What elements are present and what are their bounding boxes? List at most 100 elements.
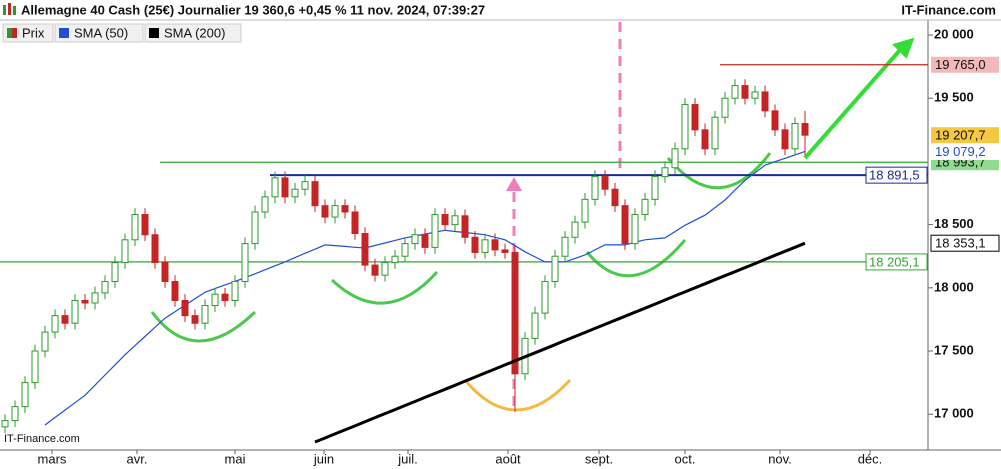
candle-body bbox=[721, 97, 729, 118]
last-value-box bbox=[930, 234, 1000, 252]
trend-arrow bbox=[803, 48, 902, 160]
candle-body bbox=[331, 205, 339, 218]
candle-body bbox=[251, 211, 259, 245]
candle-body bbox=[81, 299, 89, 304]
candle-body bbox=[291, 188, 299, 198]
candle-body bbox=[441, 214, 449, 226]
candle-body bbox=[171, 281, 179, 301]
candle-body bbox=[1, 420, 9, 428]
candle-body bbox=[711, 116, 719, 150]
candle-body bbox=[361, 232, 369, 266]
y-tick-label: 17 500 bbox=[934, 342, 974, 357]
last-price-box bbox=[931, 127, 999, 144]
candle-body bbox=[751, 91, 759, 99]
candle-body bbox=[601, 176, 609, 190]
legend-swatch bbox=[149, 28, 159, 38]
legend-box bbox=[54, 23, 144, 43]
pattern-arc bbox=[666, 152, 772, 190]
candle-body bbox=[381, 262, 389, 276]
candle-body bbox=[671, 148, 679, 169]
x-tick-label: mars bbox=[38, 451, 67, 466]
y-tick-label: 18 500 bbox=[934, 216, 974, 231]
y-tick-label: 19 500 bbox=[934, 90, 974, 105]
x-tick-label: août bbox=[495, 451, 521, 466]
chart-title: Allemagne 40 Cash (25€) Journalier 19 36… bbox=[21, 2, 485, 17]
candle-body bbox=[341, 205, 349, 213]
arrow-head bbox=[892, 37, 915, 59]
candle-body bbox=[641, 198, 649, 216]
candle-body bbox=[531, 312, 539, 339]
candle-body bbox=[61, 315, 69, 324]
candle-body bbox=[591, 176, 599, 200]
level-label: 18 205,1 bbox=[869, 254, 920, 269]
x-tick-label: oct. bbox=[675, 451, 696, 466]
legend-swatch bbox=[59, 28, 69, 38]
x-tick-label: mai bbox=[225, 451, 246, 466]
candle-body bbox=[121, 239, 129, 264]
candle-body bbox=[321, 205, 329, 218]
candle-body bbox=[801, 123, 809, 136]
candle-body bbox=[351, 211, 359, 234]
candle-body bbox=[261, 196, 269, 213]
candle-body bbox=[371, 264, 379, 276]
candle-body bbox=[501, 249, 509, 253]
candle-body bbox=[701, 129, 709, 150]
candle-body bbox=[661, 167, 669, 178]
candle-body bbox=[281, 177, 289, 198]
candle-body bbox=[761, 91, 769, 112]
candle-body bbox=[271, 177, 279, 198]
candle-body bbox=[511, 251, 519, 375]
candle-body bbox=[181, 299, 189, 317]
candle-body bbox=[691, 104, 699, 131]
candle-body bbox=[41, 331, 49, 352]
x-tick-label: nov. bbox=[768, 451, 792, 466]
y-tick-label: 17 000 bbox=[934, 406, 974, 421]
candle-body bbox=[91, 292, 99, 304]
logo-icon bbox=[8, 3, 11, 15]
legend-box bbox=[144, 23, 242, 43]
candle-body bbox=[791, 123, 799, 150]
candle-body bbox=[561, 236, 569, 257]
candle-body bbox=[391, 255, 399, 264]
candle-body bbox=[611, 188, 619, 207]
legend-label: SMA (50) bbox=[74, 25, 128, 40]
legend-swatch bbox=[7, 28, 12, 38]
candle-body bbox=[201, 305, 209, 324]
candle-body bbox=[241, 243, 249, 283]
candle-body bbox=[771, 110, 779, 131]
logo-icon bbox=[13, 6, 16, 15]
x-tick-label: sept. bbox=[585, 451, 613, 466]
candle-body bbox=[161, 262, 169, 283]
x-tick-label: juil. bbox=[397, 451, 418, 466]
candle-body bbox=[781, 129, 789, 150]
y-tick-label: 20 000 bbox=[934, 26, 974, 41]
candle-body bbox=[191, 315, 199, 324]
candle-body bbox=[551, 255, 559, 283]
watermark: IT-Finance.com bbox=[4, 433, 80, 445]
candle-body bbox=[401, 243, 409, 257]
candle-body bbox=[151, 234, 159, 264]
candle-body bbox=[101, 281, 109, 294]
x-tick-label: déc. bbox=[858, 451, 883, 466]
candle-body bbox=[231, 281, 239, 301]
x-tick-label: juin bbox=[313, 451, 334, 466]
pattern-arc bbox=[330, 270, 439, 305]
y-tick-label: 18 000 bbox=[934, 279, 974, 294]
plot-area bbox=[0, 64, 928, 444]
candle-body bbox=[461, 215, 469, 238]
level-label: 18 891,5 bbox=[869, 168, 920, 183]
candle-body bbox=[651, 176, 659, 200]
candle-body bbox=[681, 104, 689, 150]
pattern-arc bbox=[150, 310, 257, 343]
candle-body bbox=[411, 234, 419, 245]
candle-body bbox=[311, 181, 319, 207]
candle-body bbox=[421, 234, 429, 248]
x-tick-label: avr. bbox=[127, 451, 148, 466]
candle-body bbox=[301, 181, 309, 190]
candle-body bbox=[431, 214, 439, 248]
level-label-box bbox=[865, 166, 928, 184]
sma-line bbox=[314, 241, 806, 444]
candle-body bbox=[141, 214, 149, 236]
candle-body bbox=[741, 85, 749, 99]
